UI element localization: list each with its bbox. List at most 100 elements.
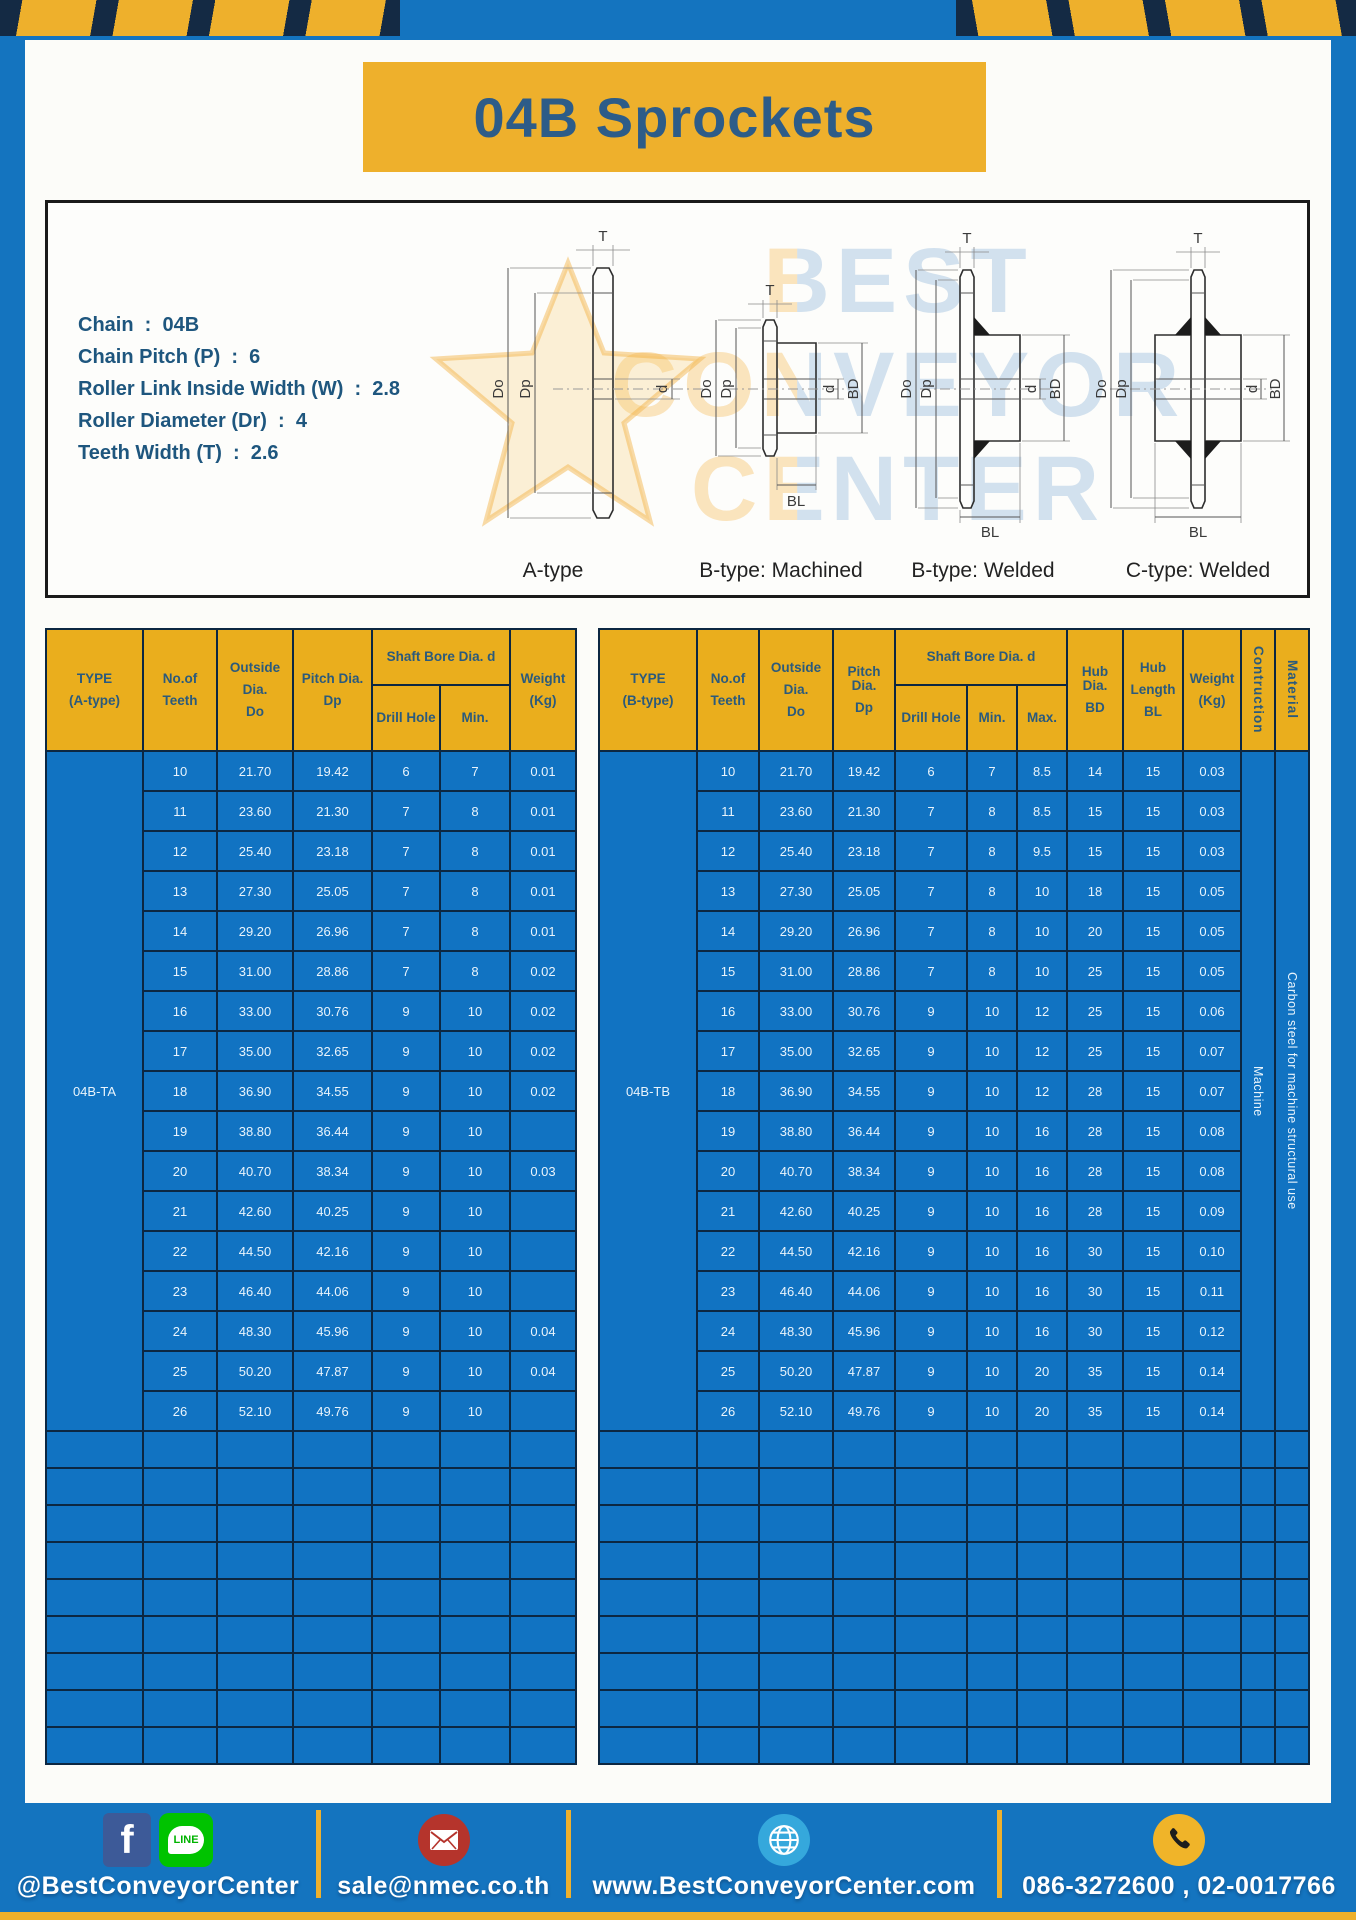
col-header-max: Max. <box>1018 686 1066 750</box>
cell-hub-dia: 28 <box>1068 1072 1122 1110</box>
cell-pitch-dia: 44.06 <box>294 1272 371 1310</box>
cell-min: 10 <box>441 1072 509 1110</box>
empty-cell <box>1184 1654 1240 1689</box>
cell-weight: 0.04 <box>511 1312 575 1350</box>
cell-min: 7 <box>968 752 1016 790</box>
table-b-type: TYPE (B-type) No.of Teeth Outside Dia. D… <box>598 628 1310 1765</box>
cell-max: 10 <box>1018 912 1066 950</box>
cell-max: 12 <box>1018 992 1066 1030</box>
cell-hub-dia: 14 <box>1068 752 1122 790</box>
dim-label-dp: Dp <box>918 379 935 398</box>
empty-cell <box>294 1543 371 1578</box>
empty-cell <box>47 1691 142 1726</box>
cell-hub-length: 15 <box>1124 912 1182 950</box>
empty-cell <box>441 1728 509 1763</box>
cell-min: 10 <box>441 992 509 1030</box>
dim-label-t: T <box>598 228 607 245</box>
sprocket-drawings: T Do Dp d A-type T Do Dp d BD BL B-t <box>429 228 1290 582</box>
cell-outside-dia: 46.40 <box>760 1272 832 1310</box>
cell-teeth: 20 <box>698 1152 758 1190</box>
cell-teeth: 11 <box>698 792 758 830</box>
empty-cell <box>968 1543 1016 1578</box>
globe-icon[interactable] <box>758 1814 810 1866</box>
cell-outside-dia: 36.90 <box>218 1072 292 1110</box>
cell-pitch-dia: 42.16 <box>294 1232 371 1270</box>
empty-cell <box>144 1728 216 1763</box>
cell-drill-hole: 9 <box>896 1192 966 1230</box>
cell-min: 8 <box>441 832 509 870</box>
empty-cell <box>1184 1617 1240 1652</box>
cell-outside-dia: 44.50 <box>218 1232 292 1270</box>
cell-max: 16 <box>1018 1112 1066 1150</box>
cell-max: 16 <box>1018 1312 1066 1350</box>
label-line: No.of <box>710 670 746 686</box>
spec-line: Roller Link Inside Width (W) : 2.8 <box>78 378 401 400</box>
cell-teeth: 18 <box>698 1072 758 1110</box>
type-value-cell: 04B-TA <box>47 752 142 1430</box>
cell-pitch-dia: 45.96 <box>834 1312 894 1350</box>
empty-cell <box>1068 1654 1122 1689</box>
cell-drill-hole: 7 <box>373 872 439 910</box>
empty-cell <box>896 1469 966 1504</box>
star-logo-watermark <box>429 256 707 527</box>
cell-hub-length: 15 <box>1124 1392 1182 1430</box>
email-icon[interactable] <box>417 1814 470 1866</box>
cell-pitch-dia: 21.30 <box>834 792 894 830</box>
empty-cell <box>1276 1469 1308 1504</box>
empty-cell <box>698 1728 758 1763</box>
cell-hub-dia: 35 <box>1068 1352 1122 1390</box>
empty-cell <box>1242 1691 1274 1726</box>
empty-cell <box>441 1580 509 1615</box>
label-line: Teeth <box>162 693 198 708</box>
cell-hub-length: 15 <box>1124 1072 1182 1110</box>
spec-line: Roller Diameter (Dr) : 4 <box>78 410 307 432</box>
empty-cell <box>834 1506 894 1541</box>
empty-cell <box>511 1432 575 1467</box>
cell-drill-hole: 7 <box>373 832 439 870</box>
empty-cell <box>896 1728 966 1763</box>
cell-outside-dia: 40.70 <box>760 1152 832 1190</box>
empty-cell <box>1068 1691 1122 1726</box>
cell-drill-hole: 6 <box>373 752 439 790</box>
cell-outside-dia: 38.80 <box>760 1112 832 1150</box>
empty-cell <box>218 1469 292 1504</box>
empty-cell <box>600 1432 696 1467</box>
empty-cell <box>47 1654 142 1689</box>
empty-cell <box>1018 1543 1066 1578</box>
cell-pitch-dia: 32.65 <box>294 1032 371 1070</box>
label-line: Dia. <box>242 681 268 697</box>
empty-cell <box>218 1654 292 1689</box>
cell-min: 10 <box>441 1312 509 1350</box>
dim-label-d: d <box>1244 385 1261 393</box>
empty-cell <box>218 1728 292 1763</box>
empty-cell <box>144 1543 216 1578</box>
phone-icon[interactable] <box>1153 1814 1205 1866</box>
cell-drill-hole: 9 <box>373 1112 439 1150</box>
label-line: BD <box>1085 700 1105 716</box>
cell-outside-dia: 25.40 <box>760 832 832 870</box>
cell-weight: 0.03 <box>511 1152 575 1190</box>
cell-weight: 0.05 <box>1184 872 1240 910</box>
cell-teeth: 14 <box>144 912 216 950</box>
cell-teeth: 10 <box>698 752 758 790</box>
dim-label-d: d <box>654 385 671 393</box>
cell-hub-dia: 30 <box>1068 1272 1122 1310</box>
label-line: (Kg) <box>1198 693 1226 708</box>
cell-max: 12 <box>1018 1072 1066 1110</box>
empty-cell <box>441 1432 509 1467</box>
empty-cell <box>144 1469 216 1504</box>
label-line: Teeth <box>710 693 746 708</box>
footer-email[interactable]: sale@nmec.co.th <box>337 1872 550 1900</box>
footer-website[interactable]: www.BestConveyorCenter.com <box>592 1872 976 1900</box>
cell-min: 10 <box>968 1112 1016 1150</box>
empty-cell <box>600 1580 696 1615</box>
cell-outside-dia: 21.70 <box>218 752 292 790</box>
cell-pitch-dia: 26.96 <box>294 912 371 950</box>
cell-pitch-dia: 23.18 <box>834 832 894 870</box>
empty-cell <box>1124 1617 1182 1652</box>
facebook-icon[interactable]: f <box>103 1813 151 1867</box>
line-icon[interactable]: LINE <box>159 1813 213 1867</box>
cell-drill-hole: 7 <box>896 952 966 990</box>
footer-social-handle[interactable]: @BestConveyorCenter <box>16 1872 300 1900</box>
cell-drill-hole: 9 <box>896 992 966 1030</box>
